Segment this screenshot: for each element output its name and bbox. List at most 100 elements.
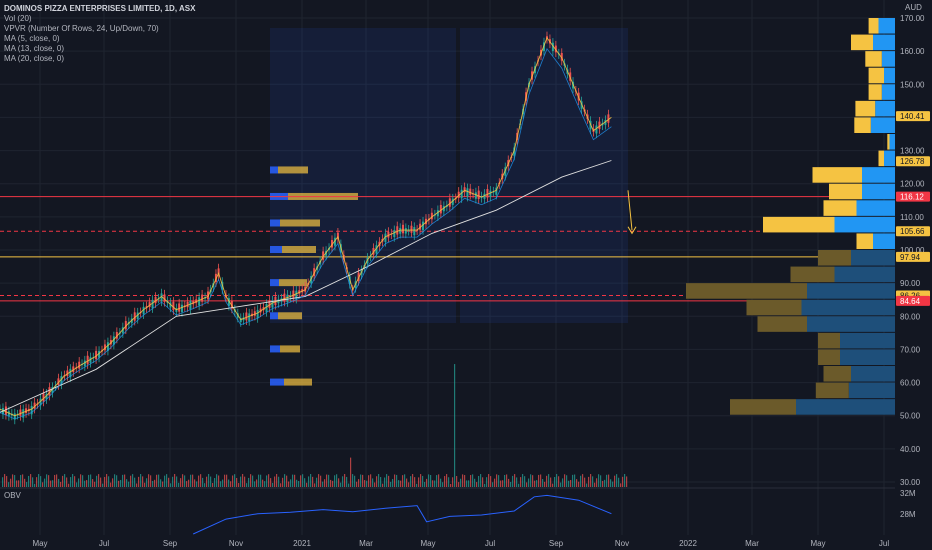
candle-body	[25, 408, 28, 414]
volume-bar	[96, 475, 98, 487]
symbol-title[interactable]: DOMINOS PIZZA ENTERPRISES LIMITED, 1D, A…	[4, 4, 196, 13]
volume-bar	[62, 475, 64, 487]
vp-bar-up	[834, 216, 895, 233]
volume-bar	[304, 478, 306, 487]
volume-bar	[580, 475, 582, 487]
volume-bar	[318, 474, 320, 487]
volume-bar	[512, 475, 514, 487]
volume-bar	[362, 474, 364, 487]
volume-bar	[536, 480, 538, 487]
volume-bar	[626, 476, 628, 487]
candle-body	[410, 225, 413, 233]
volume-bar	[144, 482, 146, 487]
volume-bar	[76, 482, 78, 487]
volume-bar	[52, 480, 54, 487]
vp-bar-down	[865, 51, 882, 67]
candle-body	[436, 210, 439, 217]
volume-bar	[460, 478, 462, 487]
volume-bar	[236, 477, 238, 487]
volume-bar	[526, 482, 528, 487]
volume-bar	[70, 477, 72, 487]
vp-bar-up	[796, 399, 895, 415]
time-tick-label: Jul	[485, 539, 495, 548]
volume-bar	[160, 479, 162, 487]
volume-bar	[466, 480, 468, 487]
volume-bar	[234, 474, 236, 487]
volume-bar	[288, 481, 290, 487]
candle-body	[595, 125, 598, 134]
vp-bar-up	[862, 167, 895, 183]
volume-bar	[562, 478, 564, 487]
price-tag-label: 140.41	[900, 112, 925, 121]
volume-bar	[266, 475, 268, 487]
volume-bar	[282, 477, 284, 487]
volume-bar	[262, 479, 264, 487]
volume-bar	[204, 483, 206, 487]
vp-left-bar-up	[270, 378, 284, 386]
volume-bar	[92, 479, 94, 487]
volume-bar	[428, 474, 430, 487]
price-tag-label: 105.66	[900, 227, 925, 236]
volume-bar	[586, 483, 588, 487]
volume-bar	[132, 474, 134, 487]
candle-body	[19, 409, 22, 416]
volume-bar	[74, 476, 76, 487]
time-tick-label: Sep	[549, 539, 564, 548]
volume-bar	[486, 477, 488, 487]
volume-bar	[186, 481, 188, 487]
candle-body	[486, 189, 489, 198]
candle-body	[186, 301, 189, 308]
volume-bar	[256, 479, 258, 487]
volume-bar	[180, 478, 182, 487]
volume-bar	[250, 474, 252, 487]
indicator-vol[interactable]: Vol (20)	[4, 14, 32, 23]
volume-bar	[344, 474, 346, 487]
candle-body	[265, 304, 268, 312]
vp-bar-down	[829, 183, 862, 200]
volume-bar	[170, 483, 172, 487]
volume-bar	[418, 477, 420, 487]
volume-bar	[150, 475, 152, 487]
volume-bar	[86, 480, 88, 487]
volume-bar	[200, 474, 202, 487]
volume-bar	[388, 475, 390, 487]
candle-body	[256, 309, 259, 319]
candle-body	[448, 198, 451, 207]
volume-bar	[506, 474, 508, 487]
volume-bar	[332, 480, 334, 487]
volume-bar	[442, 482, 444, 487]
volume-profile-right	[686, 18, 895, 415]
price-tick-label: 150.00	[900, 80, 925, 89]
volume-bar	[616, 474, 618, 487]
volume-bar	[166, 474, 168, 487]
volume-bar	[38, 474, 40, 487]
vp-bar-down	[856, 233, 873, 249]
volume-bars	[2, 364, 628, 487]
price-tick-label: 120.00	[900, 180, 925, 189]
volume-bar	[242, 474, 244, 487]
volume-bar	[570, 479, 572, 487]
volume-bar	[624, 474, 626, 487]
volume-bar	[228, 479, 230, 487]
candle-body	[439, 204, 442, 214]
time-tick-label: Nov	[615, 539, 629, 548]
price-tag-label: 116.12	[900, 193, 924, 202]
indicator-ma5[interactable]: MA (5, close, 0)	[4, 34, 60, 43]
vp-bar-down	[812, 167, 862, 183]
volume-bar	[32, 477, 34, 487]
indicator-ma20[interactable]: MA (20, close, 0)	[4, 54, 65, 63]
candle-body	[230, 300, 233, 309]
indicator-ma13[interactable]: MA (13, close, 0)	[4, 44, 65, 53]
volume-bar	[608, 474, 610, 487]
time-axis[interactable]: May Jul Sep Nov 2021 Mar May Jul Sep Nov 2022 Mar Ma…	[32, 539, 889, 548]
volume-bar	[68, 483, 70, 487]
volume-bar	[490, 476, 492, 487]
volume-bar	[8, 482, 10, 487]
vp-bar-up	[840, 332, 895, 349]
arrow-head	[627, 226, 637, 235]
volume-bar	[606, 474, 608, 487]
candle-body	[163, 294, 166, 302]
indicator-vpvr[interactable]: VPVR (Number Of Rows, 24, Up/Down, 70)	[4, 24, 159, 33]
price-axis[interactable]: 30.00 40.00 50.00 60.00 70.00 80.00 90.00 100.0…	[900, 14, 925, 519]
